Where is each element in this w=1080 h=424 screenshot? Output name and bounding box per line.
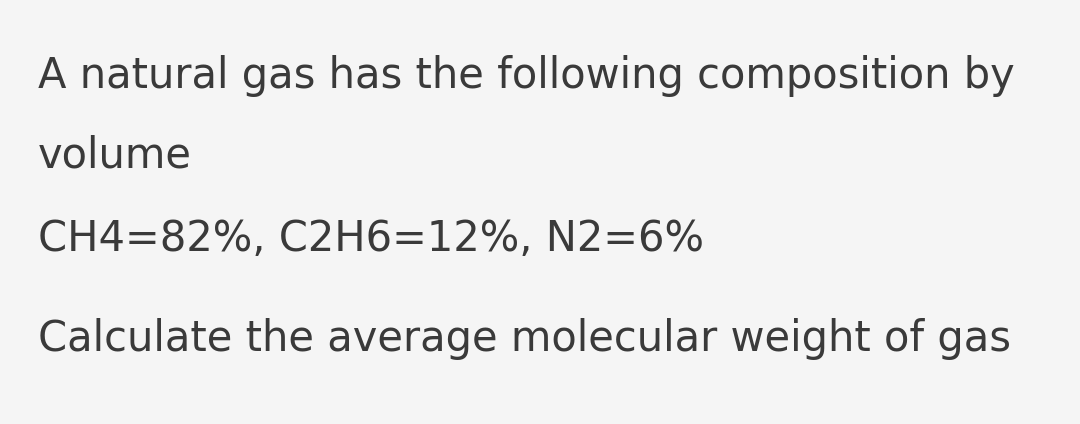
Text: CH4=82%, C2H6=12%, N2=6%: CH4=82%, C2H6=12%, N2=6% <box>38 218 704 260</box>
Text: A natural gas has the following composition by: A natural gas has the following composit… <box>38 55 1015 97</box>
Text: Calculate the average molecular weight of gas: Calculate the average molecular weight o… <box>38 318 1011 360</box>
Text: volume: volume <box>38 135 192 177</box>
